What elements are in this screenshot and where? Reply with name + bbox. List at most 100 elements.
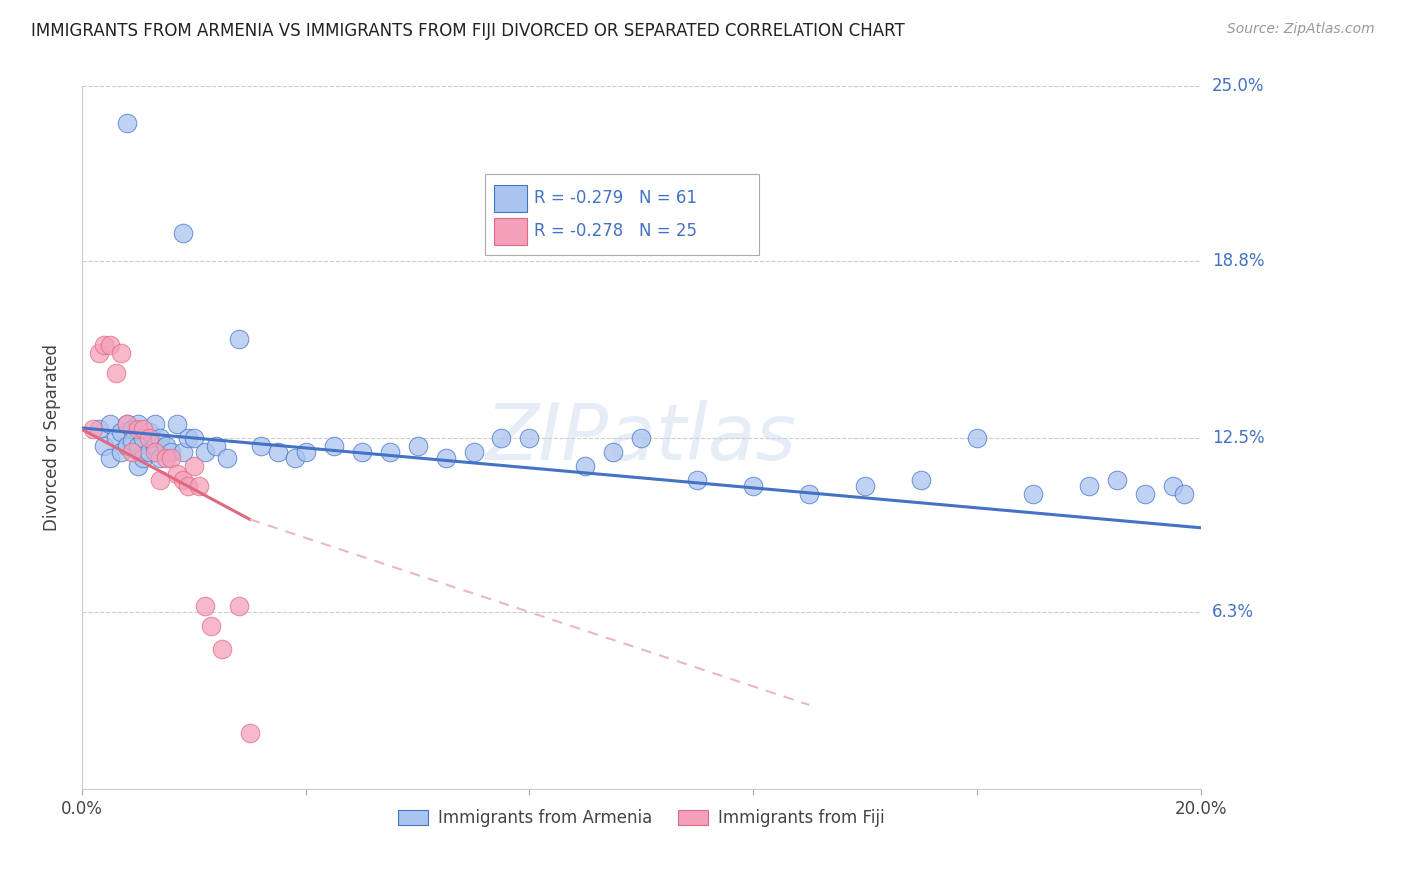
Point <box>104 366 127 380</box>
Point <box>177 431 200 445</box>
Point <box>267 445 290 459</box>
Point <box>177 478 200 492</box>
Point <box>188 478 211 492</box>
Point <box>350 445 373 459</box>
Point <box>194 445 217 459</box>
Point <box>138 445 160 459</box>
Point <box>1105 473 1128 487</box>
Point <box>127 458 149 473</box>
Point <box>250 439 273 453</box>
Point <box>143 445 166 459</box>
Point <box>205 439 228 453</box>
Point <box>121 445 143 459</box>
FancyBboxPatch shape <box>494 218 527 244</box>
Point <box>138 425 160 440</box>
Point <box>160 445 183 459</box>
Point <box>132 431 155 445</box>
Point <box>217 450 239 465</box>
Point <box>574 458 596 473</box>
Point <box>132 450 155 465</box>
Point <box>87 346 110 360</box>
Text: R = -0.279   N = 61: R = -0.279 N = 61 <box>534 189 697 207</box>
Point <box>127 422 149 436</box>
Point <box>93 338 115 352</box>
Point <box>630 431 652 445</box>
Point <box>602 445 624 459</box>
Text: ZIPatlas: ZIPatlas <box>486 400 797 475</box>
Point <box>183 431 205 445</box>
Point <box>1173 487 1195 501</box>
Point <box>183 458 205 473</box>
Point <box>228 333 250 347</box>
Point <box>160 450 183 465</box>
Point <box>966 431 988 445</box>
Point <box>93 439 115 453</box>
Point <box>149 473 172 487</box>
Point <box>283 450 305 465</box>
Point <box>463 445 485 459</box>
Point <box>742 478 765 492</box>
Point <box>1022 487 1045 501</box>
Point <box>121 434 143 448</box>
Point <box>910 473 932 487</box>
Point <box>98 417 121 431</box>
Point <box>155 450 177 465</box>
Point <box>138 431 160 445</box>
Point <box>322 439 344 453</box>
Point <box>686 473 709 487</box>
FancyBboxPatch shape <box>485 174 759 255</box>
Point <box>378 445 401 459</box>
Legend: Immigrants from Armenia, Immigrants from Fiji: Immigrants from Armenia, Immigrants from… <box>392 802 891 834</box>
Text: 12.5%: 12.5% <box>1212 429 1264 447</box>
Text: IMMIGRANTS FROM ARMENIA VS IMMIGRANTS FROM FIJI DIVORCED OR SEPARATED CORRELATIO: IMMIGRANTS FROM ARMENIA VS IMMIGRANTS FR… <box>31 22 904 40</box>
Point <box>149 431 172 445</box>
Text: 18.8%: 18.8% <box>1212 252 1264 269</box>
Point <box>143 439 166 453</box>
Point <box>799 487 821 501</box>
Point <box>104 431 127 445</box>
Point <box>1161 478 1184 492</box>
Point <box>406 439 429 453</box>
Point <box>115 417 138 431</box>
Point <box>294 445 316 459</box>
Text: 25.0%: 25.0% <box>1212 78 1264 95</box>
Point <box>115 116 138 130</box>
Point <box>87 422 110 436</box>
Text: Source: ZipAtlas.com: Source: ZipAtlas.com <box>1227 22 1375 37</box>
Point <box>1077 478 1099 492</box>
Y-axis label: Divorced or Separated: Divorced or Separated <box>44 344 60 532</box>
Point <box>127 439 149 453</box>
Point <box>110 425 132 440</box>
Point <box>172 473 194 487</box>
Point <box>155 439 177 453</box>
Point <box>228 599 250 614</box>
Point <box>166 417 188 431</box>
Point <box>149 450 172 465</box>
Point <box>132 422 155 436</box>
Point <box>172 226 194 240</box>
Point <box>98 450 121 465</box>
Point <box>1133 487 1156 501</box>
Point <box>434 450 457 465</box>
Text: 6.3%: 6.3% <box>1212 603 1254 621</box>
Point <box>115 417 138 431</box>
Point <box>121 422 143 436</box>
Point <box>519 431 541 445</box>
Point <box>82 422 104 436</box>
Point <box>98 338 121 352</box>
Point <box>143 417 166 431</box>
Point <box>239 726 262 740</box>
Point <box>172 445 194 459</box>
Point <box>194 599 217 614</box>
FancyBboxPatch shape <box>494 185 527 211</box>
Point <box>166 467 188 482</box>
Point <box>110 346 132 360</box>
Text: R = -0.278   N = 25: R = -0.278 N = 25 <box>534 222 697 240</box>
Point <box>115 439 138 453</box>
Point <box>110 445 132 459</box>
Point <box>200 619 222 633</box>
Point <box>853 478 876 492</box>
Point <box>491 431 513 445</box>
Point <box>211 641 233 656</box>
Point <box>127 417 149 431</box>
